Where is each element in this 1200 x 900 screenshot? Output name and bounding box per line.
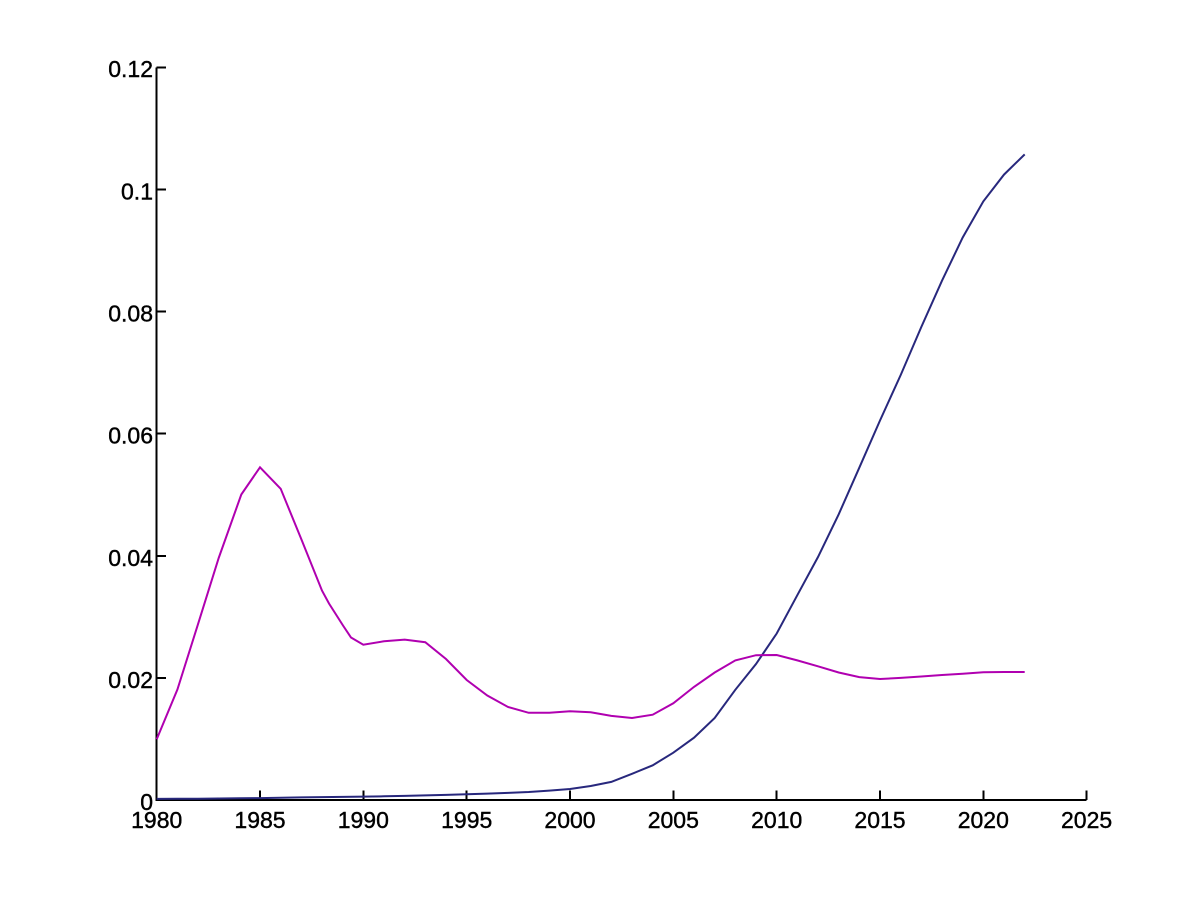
- svg-text:1990: 1990: [338, 807, 389, 833]
- svg-text:2000: 2000: [544, 807, 595, 833]
- svg-text:2025: 2025: [1061, 807, 1112, 833]
- svg-text:0: 0: [140, 789, 153, 815]
- svg-text:2005: 2005: [648, 807, 699, 833]
- svg-text:1985: 1985: [234, 807, 285, 833]
- svg-text:0.04: 0.04: [108, 545, 153, 571]
- svg-text:1995: 1995: [441, 807, 492, 833]
- svg-text:0.1: 0.1: [121, 178, 153, 204]
- svg-text:1980: 1980: [131, 807, 182, 833]
- svg-text:2010: 2010: [751, 807, 802, 833]
- svg-text:0.06: 0.06: [108, 423, 153, 449]
- svg-text:0.12: 0.12: [108, 56, 153, 82]
- svg-text:0.02: 0.02: [108, 667, 153, 693]
- svg-text:0.08: 0.08: [108, 301, 153, 327]
- svg-text:2020: 2020: [958, 807, 1009, 833]
- svg-text:2015: 2015: [854, 807, 905, 833]
